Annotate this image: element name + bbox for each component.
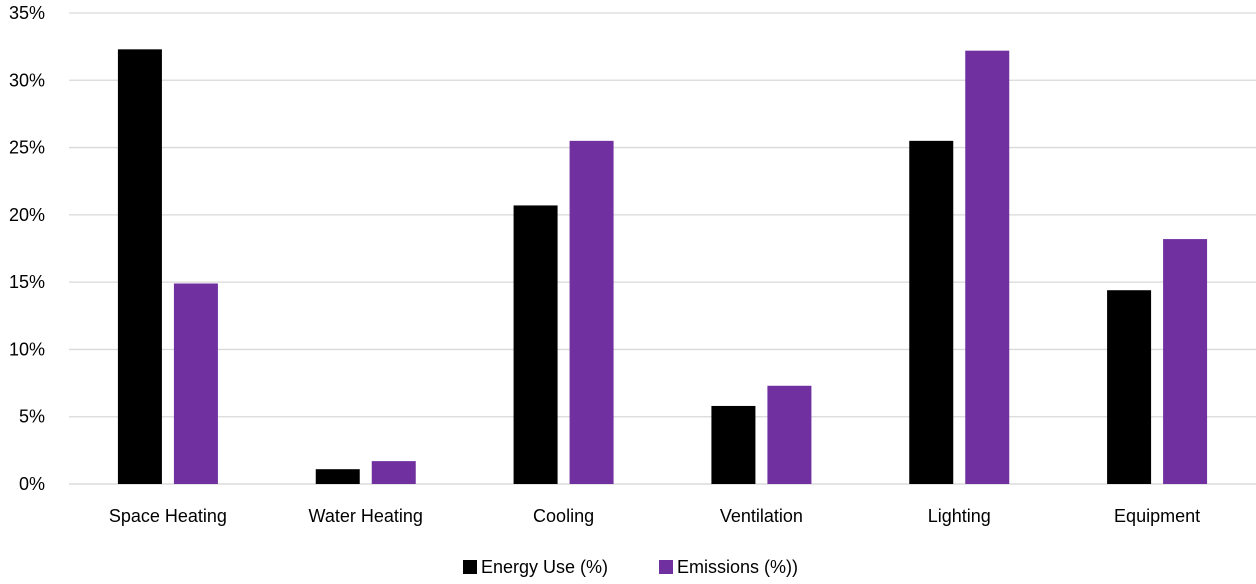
x-category-label: Cooling (533, 506, 594, 526)
legend-swatch-emissions (659, 560, 673, 574)
gridlines (69, 12, 1256, 485)
bar-emissions (173, 283, 218, 484)
x-category-label: Water Heating (309, 506, 423, 526)
x-category-label: Space Heating (109, 506, 227, 526)
y-tick-label: 0% (19, 474, 45, 494)
bars (117, 49, 1208, 485)
legend: Energy Use (%) Emissions (%)) (463, 557, 798, 577)
y-tick-label: 10% (9, 339, 45, 359)
bar-energy-use (315, 469, 360, 484)
bar-emissions (569, 140, 614, 485)
bar-energy-use (909, 140, 954, 485)
y-tick-label: 15% (9, 272, 45, 292)
legend-label-energy-use: Energy Use (%) (481, 557, 608, 577)
y-tick-label: 35% (9, 3, 45, 23)
legend-label-emissions: Emissions (%)) (677, 557, 798, 577)
bar-energy-use (117, 49, 162, 484)
legend-swatch-energy-use (463, 560, 477, 574)
bar-emissions (1163, 239, 1208, 484)
bar-energy-use (1107, 290, 1152, 484)
y-tick-label: 25% (9, 138, 45, 158)
x-category-label: Lighting (928, 506, 991, 526)
bar-emissions (371, 461, 416, 484)
bar-emissions (767, 385, 812, 484)
x-category-label: Ventilation (720, 506, 803, 526)
bar-energy-use (711, 405, 756, 484)
y-tick-label: 20% (9, 205, 45, 225)
x-axis-category-labels: Space Heating Water Heating Cooling Ventila… (109, 506, 1200, 526)
y-axis-tick-labels: 0% 5% 10% 15% 20% 25% 30% 35% (9, 3, 45, 494)
x-category-label: Equipment (1114, 506, 1200, 526)
bar-emissions (965, 50, 1010, 485)
y-tick-label: 30% (9, 70, 45, 90)
y-tick-label: 5% (19, 407, 45, 427)
bar-energy-use (513, 205, 558, 485)
